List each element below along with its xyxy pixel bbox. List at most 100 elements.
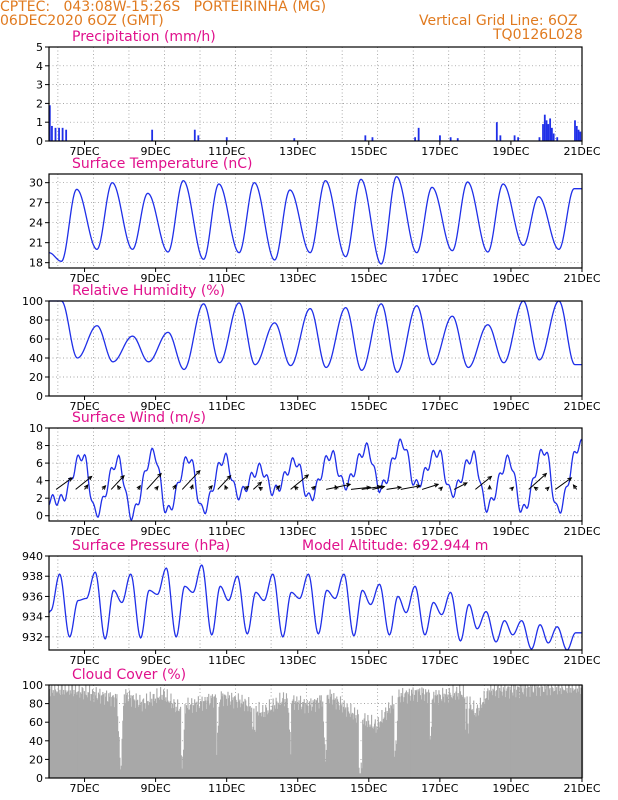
cloud-bar — [405, 692, 407, 778]
cloud-bars — [49, 685, 584, 778]
precip-bar — [543, 114, 546, 141]
cloud-bar — [428, 692, 430, 778]
precip-bar — [225, 137, 228, 141]
cloud-bar — [342, 706, 345, 778]
cloud-bar — [93, 702, 95, 778]
cloud-bar — [450, 697, 453, 778]
header-station: CPTEC: 043:08W-15:26S PORTEIRINHA (MG) — [0, 0, 327, 15]
cloud-bar — [390, 705, 392, 778]
cloud-bar — [487, 688, 489, 778]
cloud-bar — [264, 717, 266, 778]
cloud-bar — [149, 691, 151, 778]
cloud-bar — [575, 685, 577, 778]
wind-arrow — [189, 484, 194, 490]
cloud-bar — [463, 698, 465, 778]
cloud-bar — [406, 703, 408, 778]
cloud-bar — [305, 703, 307, 778]
cloud-bar — [567, 693, 569, 778]
cloud-bar — [562, 687, 564, 778]
cloud-bar — [81, 687, 83, 778]
cloud-bar — [314, 711, 316, 778]
cloud-bar — [103, 704, 105, 778]
cloud-bar — [249, 706, 251, 778]
cloud-bar — [222, 706, 225, 778]
cloud-bar — [553, 691, 555, 778]
x-tick-label: 11DEC — [208, 400, 245, 413]
cloud-bar — [568, 685, 570, 778]
cloud-bar — [302, 702, 305, 778]
cloud-bar — [109, 692, 111, 778]
cloud-bar — [128, 690, 131, 778]
y-tick-label: 932 — [22, 631, 43, 644]
cloud-bar — [246, 706, 248, 778]
cloud-bar — [140, 701, 142, 778]
cloud-bar — [368, 726, 370, 778]
cloud-bar — [197, 696, 199, 778]
x-tick-label: 9DEC — [141, 272, 171, 285]
cloud-bar — [368, 720, 370, 778]
cloud-bar — [202, 701, 205, 778]
cloud-bar — [251, 729, 253, 778]
cloud-bar — [513, 689, 516, 778]
x-tick-label: 13DEC — [279, 525, 316, 538]
cloud-bar — [503, 689, 505, 778]
cloud-bar — [578, 685, 580, 778]
cloud-bar — [358, 767, 360, 778]
cloud-bar — [97, 699, 99, 778]
cloud-bar — [189, 705, 191, 778]
x-tick-label: 19DEC — [492, 654, 529, 667]
x-tick-label: 7DEC — [69, 525, 99, 538]
cloud-bar — [388, 702, 390, 778]
y-tick-label: 20 — [29, 371, 43, 384]
precip-bar — [364, 135, 367, 141]
cloud-bar — [375, 732, 377, 778]
cloud-bar — [65, 690, 67, 778]
cloud-bar — [128, 700, 130, 778]
cloud-bar — [479, 697, 481, 778]
panel-title: Surface Wind (m/s) — [72, 410, 206, 426]
cloud-bar — [527, 686, 530, 778]
cloud-bar — [247, 711, 249, 778]
cloud-bar — [377, 717, 379, 778]
cloud-bar — [344, 709, 346, 778]
cloud-bar — [287, 707, 289, 778]
cloud-bar — [286, 698, 288, 778]
cloud-bar — [570, 692, 573, 778]
cloud-bar — [386, 710, 388, 778]
cloud-bar — [554, 685, 556, 778]
cloud-bar — [400, 693, 402, 778]
cloud-bar — [574, 688, 576, 778]
cloud-bar — [387, 713, 389, 778]
cloud-bar — [374, 719, 376, 778]
cloud-bar — [365, 725, 367, 778]
cloud-bar — [412, 687, 414, 778]
cloud-bar — [59, 689, 61, 778]
cloud-bar — [57, 691, 59, 778]
cloud-bar — [144, 703, 146, 778]
cloud-bar — [470, 710, 473, 778]
cloud-bar — [254, 729, 256, 778]
cloud-bar — [143, 703, 145, 778]
cloud-bar — [425, 692, 427, 778]
cloud-bar — [198, 708, 200, 778]
cloud-bar — [495, 691, 497, 778]
cloud-bar — [125, 689, 127, 778]
cloud-bar — [235, 699, 237, 778]
cloud-bar — [117, 716, 119, 778]
cloud-bar — [122, 720, 124, 778]
x-tick-label: 19DEC — [492, 272, 529, 285]
cloud-bar — [512, 695, 514, 778]
cloud-bar — [320, 695, 322, 778]
cloud-bar — [73, 690, 75, 778]
cloud-bar — [516, 686, 518, 778]
cloud-bar — [537, 685, 539, 778]
precip-bar — [151, 129, 154, 141]
precip-bar — [579, 131, 582, 141]
cloud-bar — [474, 712, 476, 778]
cloud-bar — [220, 699, 222, 778]
cloud-bar — [217, 732, 219, 778]
cloud-bar — [241, 694, 243, 778]
cloud-bar — [87, 692, 89, 778]
cloud-bar — [90, 694, 92, 778]
